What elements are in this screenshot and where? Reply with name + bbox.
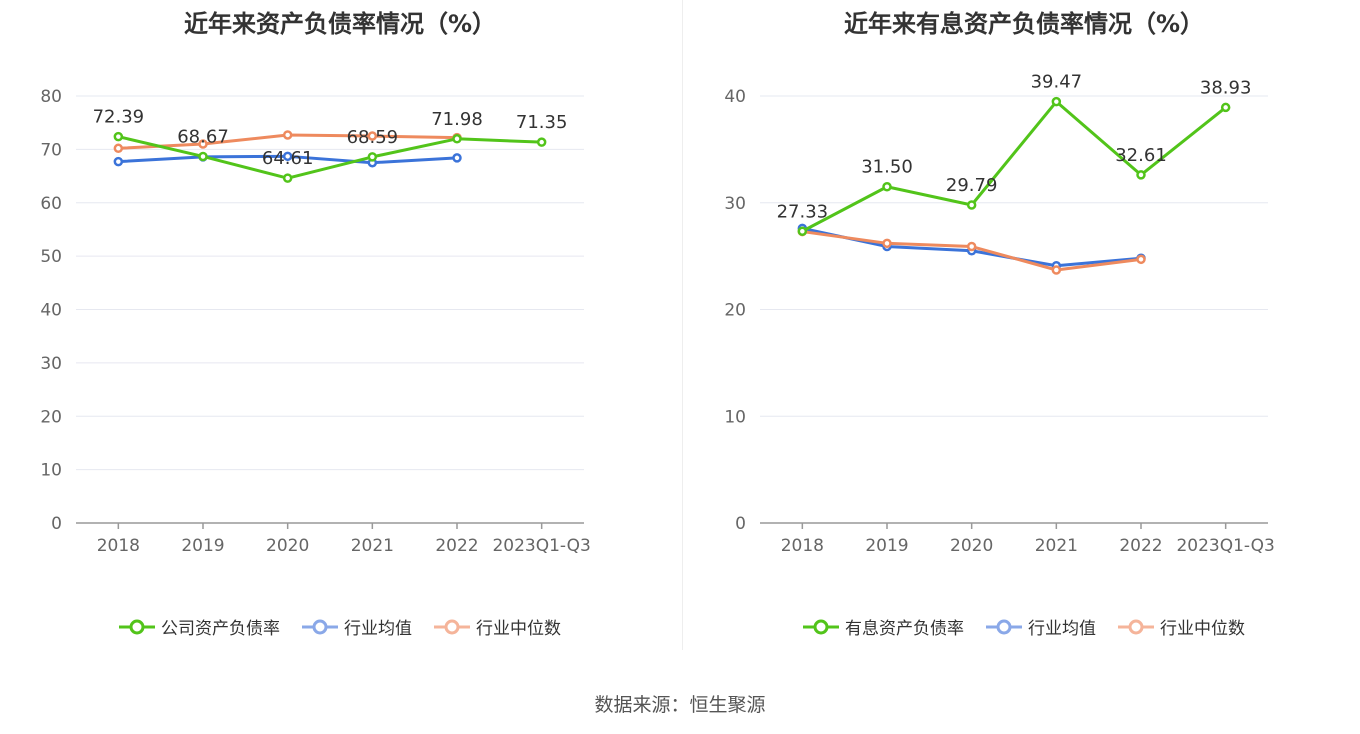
data-source: 数据来源：恒生聚源 [594, 694, 766, 716]
legend-item-median[interactable]: 行业中位数 [1118, 614, 1245, 639]
chart-title: 近年来资产负债率情况（%） [183, 10, 497, 38]
chart-panel-debt-ratio: 近年来资产负债率情况（%） 0 10 20 30 40 50 60 70 80 2018 2019 2… [0, 0, 680, 660]
data-point-median [1051, 265, 1062, 275]
data-label: 32.61 [1115, 145, 1167, 166]
y-tick-label: 40 [724, 87, 746, 107]
x-tick-label: 2020 [950, 536, 993, 556]
y-tick-label: 0 [735, 514, 746, 534]
data-label: 39.47 [1031, 72, 1083, 93]
legend-label-company: 公司资产负债率 [161, 619, 280, 639]
y-tick-label: 10 [724, 407, 746, 427]
legend-item-avg[interactable]: 行业均值 [302, 614, 412, 639]
legend-marker-median [434, 619, 470, 634]
x-tick-label: 2019 [181, 536, 224, 556]
data-label: 68.67 [177, 126, 229, 147]
panel-divider [682, 0, 683, 650]
data-point-company [113, 131, 124, 142]
data-point-company [282, 173, 293, 183]
y-tick-label: 20 [724, 301, 746, 321]
legend-label-avg: 行业均值 [1028, 619, 1096, 639]
data-label: 68.59 [347, 127, 399, 148]
series-line-company [801, 100, 1227, 233]
legend: 公司资产负债率 行业均值 行业中位数 [0, 614, 680, 639]
legend-marker-company [803, 619, 839, 634]
legend-label-company: 有息资产负债率 [845, 619, 964, 639]
x-tick-label: 2018 [781, 536, 824, 556]
legend-item-company[interactable]: 公司资产负债率 [119, 614, 280, 639]
data-point-company [536, 137, 547, 147]
y-tick-label: 0 [51, 514, 62, 534]
data-label: 71.35 [516, 112, 568, 133]
data-point-median [282, 130, 293, 140]
chart-title: 近年来有息资产负债率情况（%） [843, 10, 1205, 38]
x-tick-label: 2019 [865, 536, 908, 556]
data-point-avg [282, 151, 293, 162]
x-tick-label: 2020 [266, 536, 309, 556]
legend-marker-company [119, 619, 155, 634]
data-point-median [198, 139, 208, 149]
data-label: 71.98 [431, 109, 483, 130]
data-label: 38.93 [1200, 77, 1252, 98]
x-tick-label: 2023Q1-Q3 [1176, 536, 1274, 556]
x-tick-label: 2022 [1119, 536, 1162, 556]
data-point-avg [452, 153, 462, 163]
legend-item-avg[interactable]: 行业均值 [986, 614, 1096, 639]
legend-label-median: 行业中位数 [476, 619, 561, 639]
y-tick-label: 60 [40, 194, 62, 214]
data-point-median [113, 143, 124, 154]
data-label: 31.50 [861, 157, 913, 178]
data-point-company [1051, 96, 1062, 107]
legend-marker-median [1118, 619, 1154, 634]
data-point-company [198, 151, 208, 162]
y-tick-label: 70 [40, 140, 62, 160]
y-tick-label: 20 [40, 407, 62, 427]
y-tick-label: 10 [40, 461, 62, 481]
legend-label-avg: 行业均值 [344, 619, 412, 639]
data-point-median [882, 238, 892, 249]
legend-marker-avg [302, 619, 338, 634]
data-point-median [367, 131, 378, 141]
y-tick-label: 30 [40, 354, 62, 374]
legend-item-median[interactable]: 行业中位数 [434, 614, 561, 639]
y-tick-label: 30 [724, 194, 746, 214]
line-chart-debt-ratio: 0 10 20 30 40 50 60 70 80 2018 2019 2020 2021 2022 202… [40, 87, 591, 556]
data-label: 72.39 [93, 107, 145, 128]
data-label: 29.79 [946, 175, 998, 196]
data-point-company [966, 200, 977, 210]
data-point-avg [113, 156, 124, 167]
data-label: 27.33 [777, 201, 829, 222]
chart-panel-interest-debt-ratio: 近年来有息资产负债率情况（%） 0 10 20 30 40 2018 2019 2020 202… [684, 0, 1360, 660]
x-tick-label: 2022 [435, 536, 478, 556]
y-tick-label: 50 [40, 247, 62, 267]
x-tick-label: 2018 [97, 536, 140, 556]
series-line-company [117, 135, 542, 180]
y-tick-label: 80 [40, 87, 62, 107]
y-tick-label: 40 [40, 301, 62, 321]
line-chart-interest-debt-ratio: 0 10 20 30 40 2018 2019 2020 2021 2022 2023Q1-Q3 27… [724, 72, 1275, 556]
data-point-median [966, 241, 977, 252]
data-point-company [1136, 170, 1146, 180]
x-tick-label: 2021 [351, 536, 394, 556]
legend-label-median: 行业中位数 [1160, 619, 1245, 639]
legend-marker-avg [986, 619, 1022, 634]
legend: 有息资产负债率 行业均值 行业中位数 [684, 614, 1360, 639]
data-point-median [1136, 254, 1146, 265]
data-point-company [882, 181, 892, 192]
x-tick-label: 2023Q1-Q3 [492, 536, 590, 556]
data-point-company [1220, 102, 1231, 113]
legend-item-company[interactable]: 有息资产负债率 [803, 614, 964, 639]
x-tick-label: 2021 [1035, 536, 1078, 556]
data-point-company [797, 226, 808, 237]
data-point-company [452, 134, 462, 144]
data-label: 64.61 [262, 148, 314, 169]
data-point-company [367, 152, 378, 162]
